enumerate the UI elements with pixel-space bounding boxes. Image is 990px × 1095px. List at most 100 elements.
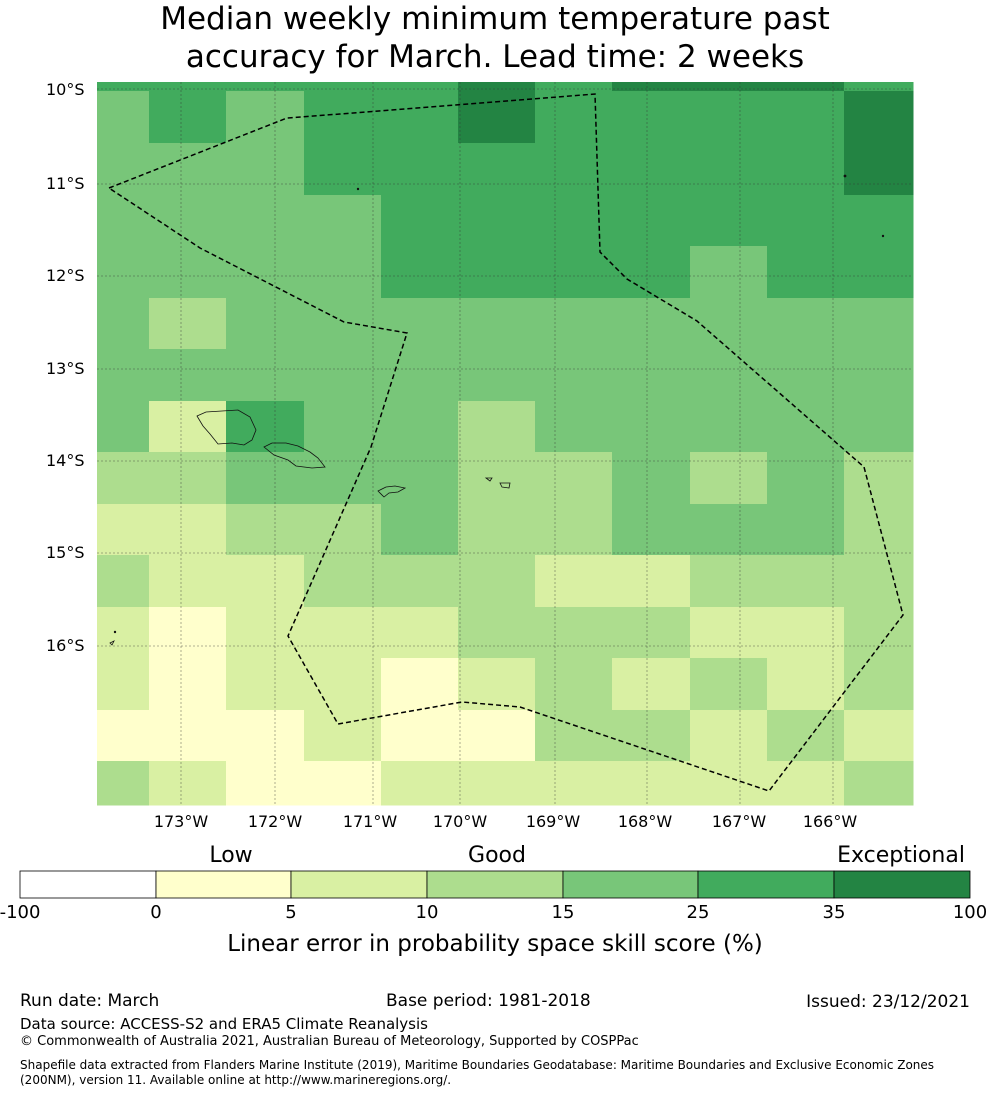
grid-cell <box>767 82 845 92</box>
grid-cell <box>767 246 845 299</box>
lat-label: 14°S <box>46 451 85 470</box>
grid-cell <box>690 195 768 247</box>
lon-label: 171°W <box>342 812 398 831</box>
lon-label: 172°W <box>247 812 303 831</box>
grid-cell <box>304 607 382 659</box>
grid-cell <box>458 658 536 711</box>
lon-label: 170°W <box>432 812 488 831</box>
grid-cell <box>767 298 845 350</box>
grid-cell <box>381 246 459 299</box>
grid-cell <box>535 452 613 505</box>
grid-cell <box>149 452 227 505</box>
grid-cell <box>612 504 691 556</box>
grid-cell <box>535 710 613 762</box>
grid-cell <box>535 143 613 196</box>
grid-cell <box>97 143 150 196</box>
skill-grid <box>97 82 914 806</box>
grid-cell <box>690 91 768 144</box>
island-ofu <box>484 477 493 482</box>
grid-cell <box>844 298 914 350</box>
colorbar-segment <box>562 870 699 899</box>
colorbar <box>19 870 971 899</box>
grid-cell <box>535 761 613 806</box>
grid-cell <box>304 195 382 247</box>
island-savaii <box>196 409 257 446</box>
grid-cell <box>458 607 536 659</box>
graticule <box>97 82 913 805</box>
grid-cell <box>97 91 150 144</box>
grid-cell <box>458 349 536 402</box>
island-tutuila <box>377 485 407 498</box>
grid-cell <box>97 349 150 402</box>
grid-cell <box>226 298 305 350</box>
grid-cell <box>844 504 914 556</box>
grid-cell <box>690 246 768 299</box>
grid-cell <box>381 710 459 762</box>
grid-cell <box>149 658 227 711</box>
grid-cell <box>149 349 227 402</box>
grid-cell <box>767 555 845 608</box>
grid-cell <box>226 555 305 608</box>
grid-cell <box>97 298 150 350</box>
grid-cell <box>381 555 459 608</box>
grid-cell <box>844 349 914 402</box>
grid-cell <box>97 401 150 453</box>
grid-cell <box>612 143 691 196</box>
colorbar-tick: -100 <box>0 902 41 923</box>
issued-date: Issued: 23/12/2021 <box>806 992 970 1012</box>
grid-cell <box>458 246 536 299</box>
grid-cell <box>226 195 305 247</box>
grid-cell <box>381 298 459 350</box>
grid-cell <box>767 195 845 247</box>
grid-cell <box>612 82 691 92</box>
grid-cell <box>97 452 150 505</box>
grid-cell <box>690 82 768 92</box>
lat-label: 16°S <box>46 636 85 655</box>
grid-cell <box>304 401 382 453</box>
grid-cell <box>612 401 691 453</box>
grid-cell <box>767 91 845 144</box>
grid-cell <box>535 195 613 247</box>
grid-cell <box>226 658 305 711</box>
grid-cell <box>97 195 150 247</box>
colorbar-segment <box>426 870 564 899</box>
colorbar-tick: 10 <box>415 902 439 923</box>
lon-label: 168°W <box>617 812 673 831</box>
grid-cell <box>149 143 227 196</box>
grid-cell <box>458 401 536 453</box>
grid-cell <box>381 401 459 453</box>
grid-cell <box>612 607 691 659</box>
colorbar-segment <box>19 870 157 899</box>
grid-cell <box>97 246 150 299</box>
grid-cell <box>458 452 536 505</box>
grid-cell <box>226 607 305 659</box>
colorbar-tick: 15 <box>551 902 575 923</box>
grid-cell <box>381 349 459 402</box>
grid-cell <box>535 349 613 402</box>
colorbar-category-exceptional: Exceptional <box>837 843 965 868</box>
grid-cell <box>535 91 613 144</box>
colorbar-tick: 25 <box>686 902 710 923</box>
grid-cell <box>97 710 150 762</box>
grid-cell <box>304 143 382 196</box>
grid-cell <box>612 298 691 350</box>
grid-cell <box>844 555 914 608</box>
grid-cell <box>149 246 227 299</box>
islands <box>109 174 885 646</box>
grid-cell <box>149 91 227 144</box>
grid-cell <box>304 710 382 762</box>
grid-cell <box>844 195 914 247</box>
grid-cell <box>381 195 459 247</box>
grid-cell <box>844 143 914 196</box>
grid-cell <box>304 349 382 402</box>
grid-cell <box>612 555 691 608</box>
grid-cell <box>381 658 459 711</box>
colorbar-segment <box>155 870 292 899</box>
grid-cell <box>381 761 459 806</box>
grid-cell <box>149 504 227 556</box>
grid-cell <box>535 555 613 608</box>
colorbar-category-good: Good <box>468 843 526 868</box>
grid-cell <box>612 710 691 762</box>
